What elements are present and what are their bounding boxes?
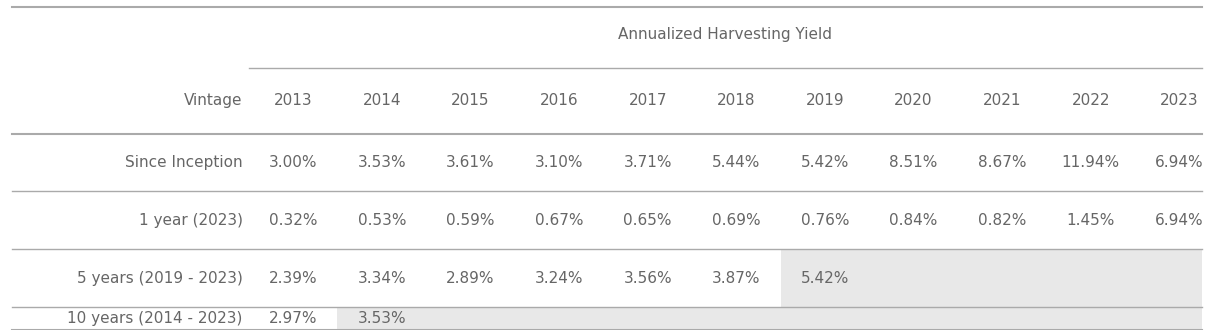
Text: 5.44%: 5.44% [713, 155, 760, 170]
Text: 5.42%: 5.42% [801, 155, 849, 170]
Text: 2.89%: 2.89% [447, 271, 494, 285]
Text: Vintage: Vintage [185, 93, 243, 108]
Text: 2018: 2018 [717, 93, 755, 108]
Text: 2013: 2013 [274, 93, 312, 108]
Text: 0.76%: 0.76% [801, 213, 849, 228]
Text: 6.94%: 6.94% [1155, 155, 1204, 170]
Text: 3.71%: 3.71% [624, 155, 671, 170]
Text: 2020: 2020 [895, 93, 932, 108]
Text: 0.32%: 0.32% [270, 213, 317, 228]
Text: 3.00%: 3.00% [270, 155, 317, 170]
Text: 10 years (2014 - 2023): 10 years (2014 - 2023) [68, 311, 243, 326]
FancyBboxPatch shape [781, 249, 1202, 307]
Text: 3.10%: 3.10% [535, 155, 583, 170]
Text: 0.69%: 0.69% [711, 213, 761, 228]
Text: 8.51%: 8.51% [890, 155, 937, 170]
Text: 2021: 2021 [983, 93, 1021, 108]
Text: 3.53%: 3.53% [357, 155, 407, 170]
Text: 0.82%: 0.82% [978, 213, 1026, 228]
Text: 3.24%: 3.24% [535, 271, 583, 285]
Text: 3.56%: 3.56% [623, 271, 673, 285]
Text: 2015: 2015 [452, 93, 489, 108]
Text: 3.53%: 3.53% [357, 311, 407, 326]
Text: 3.61%: 3.61% [446, 155, 495, 170]
Text: 6.94%: 6.94% [1155, 213, 1204, 228]
Text: 3.87%: 3.87% [713, 271, 760, 285]
Text: 0.59%: 0.59% [447, 213, 494, 228]
FancyBboxPatch shape [337, 307, 1202, 330]
Text: 5 years (2019 - 2023): 5 years (2019 - 2023) [76, 271, 243, 285]
Text: 0.65%: 0.65% [624, 213, 671, 228]
Text: 1 year (2023): 1 year (2023) [138, 213, 243, 228]
Text: 3.34%: 3.34% [357, 271, 407, 285]
Text: 0.53%: 0.53% [358, 213, 405, 228]
Text: 0.84%: 0.84% [890, 213, 937, 228]
Text: 1.45%: 1.45% [1067, 213, 1114, 228]
Text: 8.67%: 8.67% [978, 155, 1026, 170]
Text: 2.97%: 2.97% [270, 311, 317, 326]
Text: Annualized Harvesting Yield: Annualized Harvesting Yield [618, 27, 833, 42]
Text: 2017: 2017 [629, 93, 666, 108]
Text: 2016: 2016 [540, 93, 578, 108]
Text: 2022: 2022 [1072, 93, 1110, 108]
Text: 11.94%: 11.94% [1062, 155, 1119, 170]
Text: 2019: 2019 [806, 93, 844, 108]
Text: 2023: 2023 [1161, 93, 1198, 108]
Text: 5.42%: 5.42% [801, 271, 849, 285]
Text: 2.39%: 2.39% [268, 271, 318, 285]
Text: Since Inception: Since Inception [125, 155, 243, 170]
Text: 0.67%: 0.67% [535, 213, 583, 228]
Text: 2014: 2014 [363, 93, 401, 108]
